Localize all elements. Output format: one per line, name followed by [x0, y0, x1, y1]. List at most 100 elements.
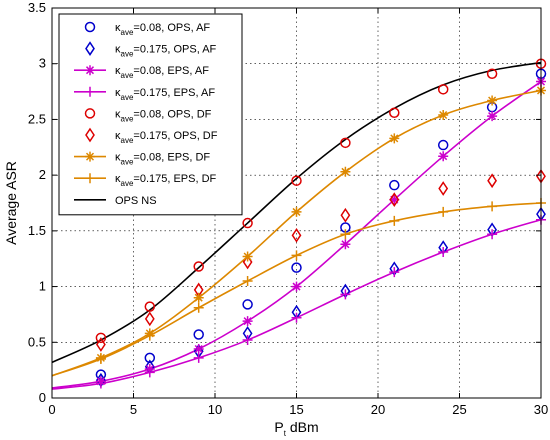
legend-entry-4-label: κave=0.175, EPS, AF [115, 87, 215, 102]
series-3-star-marker [438, 151, 449, 162]
series-8-plus-marker [193, 302, 204, 313]
x-tick-label: 20 [371, 402, 385, 417]
legend-entry-2-label-sub: ave [121, 50, 134, 59]
legend-entry-5-circle-marker [84, 108, 96, 119]
x-tick-label: 15 [289, 402, 303, 417]
series-8-plus-marker [340, 229, 351, 240]
x-tick-label: 10 [208, 402, 222, 417]
legend-entry-5-label-main: κ [115, 108, 121, 120]
series-3-star-marker [487, 111, 498, 122]
series-6-diamond-marker [389, 192, 400, 208]
series-5-circle-marker [437, 84, 449, 95]
series-5-circle-marker [193, 261, 204, 272]
legend-entry-8-label: κave=0.175, EPS, DF [115, 173, 217, 188]
series-3-star-marker [291, 281, 302, 292]
legend-entry-4-label-main: κ [115, 87, 121, 99]
legend-entry-5-label: κave=0.08, OPS, DF [115, 108, 212, 123]
legend-entry-1-label-main: κ [115, 22, 121, 34]
series-5-circle-marker [340, 137, 351, 149]
legend-entry-3-label-rest: =0.08, EPS, AF [133, 65, 209, 77]
series-6-diamond-marker [438, 181, 449, 196]
legend-entry-3-label: κave=0.08, EPS, AF [115, 65, 209, 80]
series-7-star-marker [438, 109, 449, 120]
x-tick-label: 30 [534, 402, 548, 417]
legend-entry-5-label-sub: ave [121, 114, 134, 123]
series-4-plus-marker [95, 378, 106, 389]
legend-entry-6-diamond-marker [85, 127, 95, 143]
legend-entry-1-label-sub: ave [121, 28, 134, 37]
legend-entry-6-label-sub: ave [121, 136, 134, 145]
x-axis-label: Pt dBm [274, 419, 318, 438]
legend-entry-2-label-rest: =0.175, OPS, AF [133, 44, 216, 56]
legend-entry-4-plus-marker [85, 86, 95, 97]
series-7-star-marker [193, 292, 204, 303]
legend-entry-3-label-sub: ave [121, 71, 134, 80]
series-4-plus-marker [193, 352, 204, 363]
series-4-plus-marker [242, 335, 253, 346]
series-1-circle-marker [389, 179, 400, 191]
series-8-plus-marker [144, 330, 155, 341]
legend-entry-2-label: κave=0.175, OPS, AF [115, 44, 217, 59]
y-tick-label: 3 [39, 56, 46, 71]
legend-entry-8-label-main: κ [115, 173, 121, 185]
legend-entry-4-label-sub: ave [121, 93, 134, 102]
series-1-circle-marker [437, 139, 449, 151]
series-3-star-marker [340, 239, 351, 250]
series-7-star-marker [389, 133, 400, 144]
legend-entry-3-label-main: κ [115, 65, 121, 77]
axis-ticks: 0 5 10 15 20 25 30 0 0.5 1 1.5 2 2.5 3 3.5 [28, 0, 548, 417]
series-1-circle-marker [242, 299, 253, 310]
y-tick-label: 0.5 [28, 334, 46, 349]
series-6-diamond-marker [95, 337, 106, 352]
series-6-diamond-marker [291, 227, 302, 243]
y-tick-label: 2 [39, 167, 46, 182]
legend-entry-8-plus-marker [85, 173, 95, 184]
y-tick-label: 2.5 [28, 111, 46, 126]
series-8-plus-marker [242, 276, 253, 286]
legend-entry-9-label: OPS NS [115, 195, 157, 207]
series-5-circle-marker [242, 217, 253, 229]
series-5-circle-marker [291, 175, 302, 186]
y-tick-label: 1.5 [28, 223, 46, 238]
legend-entry-6-label: κave=0.175, OPS, DF [115, 130, 218, 145]
legend-entry-6-label-main: κ [115, 130, 121, 142]
legend-entry-2-label-main: κ [115, 44, 121, 56]
series-4-plus-marker [144, 367, 155, 378]
y-tick-label: 0 [39, 390, 46, 405]
legend-entry-7-label-main: κ [115, 152, 121, 164]
x-tick-label: 0 [48, 402, 55, 417]
series-4-plus-marker [389, 267, 400, 278]
series-6-diamond-marker [144, 311, 155, 327]
y-axis-label: Average ASR [3, 161, 19, 245]
legend-entry-7-star-marker [85, 151, 95, 162]
legend-entry-5-label-rest: =0.08, OPS, DF [133, 108, 211, 120]
series-4-plus-marker [438, 247, 449, 258]
legend-entry-3-star-marker [85, 65, 95, 76]
series-markers [95, 58, 547, 389]
series-3-star-marker [242, 316, 253, 327]
series-5-circle-marker [389, 107, 400, 118]
series-7-star-marker [340, 166, 351, 177]
legend-entry-6-label-rest: =0.175, OPS, DF [133, 130, 217, 142]
legend-entry-9-label-main: OPS NS [115, 195, 157, 207]
series-1-circle-marker [193, 329, 204, 340]
legend-box [58, 13, 243, 216]
series-7-star-marker [242, 251, 253, 262]
series-4-plus-marker [291, 312, 302, 323]
series-8-plus-marker [487, 201, 498, 212]
legend-entry-7-label-rest: =0.08, EPS, DF [133, 152, 210, 164]
series-5-circle-marker [486, 68, 498, 79]
series-3-star-marker [193, 343, 204, 354]
legend-entry-1-circle-marker [84, 21, 96, 33]
legend-entry-7-label-sub: ave [121, 158, 134, 167]
series-7-star-marker [291, 206, 302, 217]
series-6-diamond-marker [487, 173, 498, 189]
legend-entry-8-label-rest: =0.175, EPS, DF [133, 173, 216, 185]
y-tick-label: 1 [39, 279, 46, 294]
legend-entry-1-label: κave=0.08, OPS, AF [115, 22, 210, 37]
series-8-plus-marker [95, 354, 106, 364]
legend-entry-8-label-sub: ave [121, 179, 134, 188]
series-8-plus-marker [389, 215, 400, 226]
